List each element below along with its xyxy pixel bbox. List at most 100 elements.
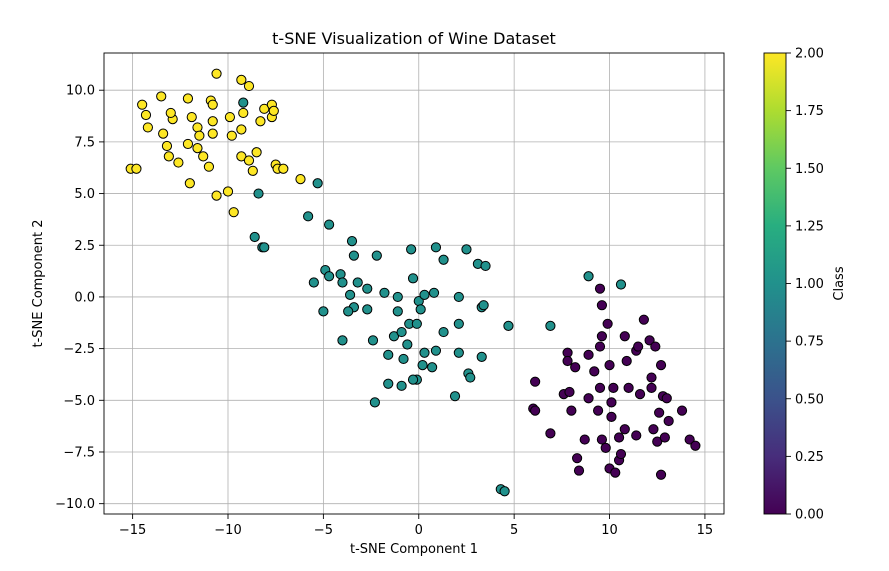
colorbar-tick-label: 2.00 [795,47,824,62]
y-axis-label: t-SNE Component 2 [31,220,46,348]
data-point-class-1 [392,306,403,317]
data-point-class-0 [623,382,634,393]
data-point-class-1 [335,269,346,280]
colorbar-tick-label: 1.75 [795,104,824,119]
data-points [125,68,701,497]
data-point-class-2 [140,109,152,121]
data-point-class-1 [438,254,449,265]
data-point-class-2 [236,151,247,162]
data-point-class-2 [243,155,255,166]
y-tick-label: 7.5 [74,135,95,150]
data-point-class-0 [631,430,642,441]
data-point-class-2 [158,128,169,139]
data-point-class-0 [602,318,613,329]
data-point-class-1 [453,291,464,303]
data-point-class-1 [324,271,335,282]
data-point-class-0 [606,397,617,408]
colorbar-tick-label: 0.50 [795,392,824,407]
data-point-class-2 [259,103,270,114]
data-point-class-1 [453,318,464,329]
data-point-class-1 [362,283,373,294]
data-point-class-1 [396,326,407,338]
y-tick-label: −7.5 [63,445,95,460]
data-point-class-0 [615,448,627,460]
y-tick-label: −2.5 [63,342,95,357]
data-point-class-1 [411,318,422,329]
data-point-class-2 [156,91,167,102]
data-point-class-0 [604,360,615,371]
data-point-class-0 [619,331,630,342]
data-point-class-2 [184,178,195,189]
data-point-class-0 [608,382,619,393]
data-point-class-0 [564,386,575,398]
data-point-class-0 [610,467,621,478]
data-point-class-0 [583,393,594,404]
data-point-class-0 [596,434,608,445]
data-point-class-2 [268,105,279,116]
data-point-class-2 [192,122,203,133]
data-point-class-1 [249,231,260,243]
data-point-class-0 [562,355,573,367]
data-point-class-1 [438,326,449,338]
data-point-class-1 [303,211,314,222]
data-point-class-2 [142,122,153,133]
data-point-class-1 [417,360,428,371]
x-tick-label: 10 [601,523,618,538]
data-point-class-1 [369,397,380,408]
data-point-class-2 [228,207,239,218]
y-tick-label: 10.0 [66,84,95,99]
data-point-class-0 [596,300,608,311]
data-point-class-1 [367,335,379,346]
data-point-class-0 [676,405,688,416]
colorbar-tick-label: 1.50 [795,162,824,177]
data-point-class-2 [182,93,194,104]
data-point-class-1 [398,353,409,365]
data-point-class-2 [224,111,236,123]
data-point-class-2 [238,107,249,119]
data-point-class-0 [589,366,600,377]
data-point-class-1 [545,320,556,331]
data-point-class-1 [615,279,627,290]
data-point-class-0 [530,376,541,387]
data-point-class-0 [646,372,657,383]
data-point-class-1 [383,349,394,360]
data-point-class-0 [663,415,674,427]
data-point-class-1 [312,178,323,189]
data-point-class-0 [530,405,541,416]
data-point-class-1 [379,287,390,298]
data-point-class-0 [638,314,649,325]
x-tick-label: −15 [119,523,146,538]
grid [104,53,724,514]
data-point-class-0 [600,442,611,453]
data-point-class-1 [461,244,472,255]
data-point-class-2 [163,151,174,162]
data-point-class-1 [352,277,363,288]
data-point-class-2 [131,163,142,174]
data-point-class-1 [503,320,514,331]
data-point-class-0 [652,436,663,447]
data-point-class-0 [606,411,617,422]
x-tick-label: 5 [510,523,518,538]
data-point-class-1 [337,335,348,346]
data-point-class-2 [211,68,222,79]
data-point-class-2 [137,99,148,110]
data-point-class-2 [198,151,209,162]
y-tick-label: −5.0 [63,394,95,409]
data-point-class-2 [207,99,218,110]
data-point-class-1 [428,287,440,298]
data-point-class-1 [407,374,419,385]
data-point-class-1 [583,271,594,282]
data-point-class-1 [344,289,356,300]
data-point-class-1 [465,372,476,383]
data-point-class-1 [430,242,442,253]
data-point-class-2 [243,80,255,92]
data-point-class-0 [684,434,695,445]
data-point-class-1 [348,250,360,261]
data-point-class-1 [318,306,329,317]
data-point-class-1 [480,260,491,272]
data-point-class-2 [194,130,205,141]
data-point-class-1 [499,486,510,497]
data-point-class-0 [655,469,667,480]
data-point-class-0 [613,432,625,443]
